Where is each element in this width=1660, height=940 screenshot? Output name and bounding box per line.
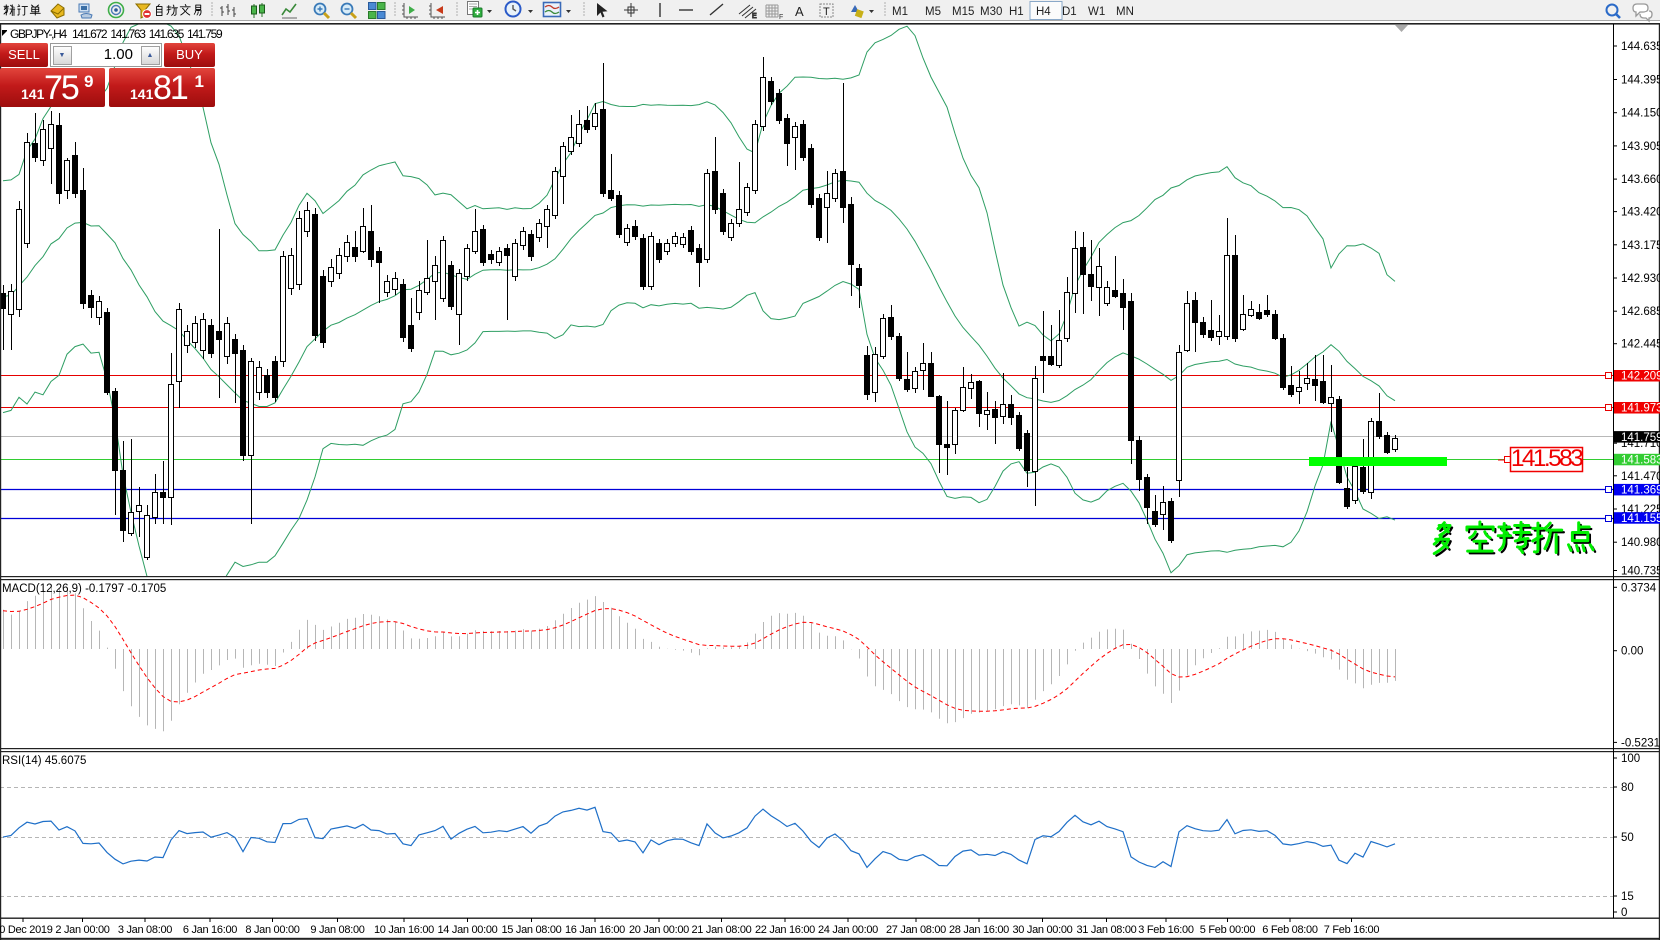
svg-text:W1: W1 xyxy=(1088,6,1105,18)
svg-text:142.930: 142.930 xyxy=(1621,273,1660,285)
svg-text:15: 15 xyxy=(1621,891,1634,903)
svg-text:MN: MN xyxy=(1116,6,1134,18)
svg-text:140.735: 140.735 xyxy=(1621,566,1660,578)
svg-text:80: 80 xyxy=(1621,782,1634,794)
svg-text:141.155: 141.155 xyxy=(1621,513,1660,525)
svg-text:9 Jan 08:00: 9 Jan 08:00 xyxy=(310,924,364,936)
svg-text:142.209: 142.209 xyxy=(1621,371,1660,383)
svg-text:2 Jan 00:00: 2 Jan 00:00 xyxy=(55,924,109,936)
svg-text:30 Jan 00:00: 30 Jan 00:00 xyxy=(1012,924,1072,936)
svg-text:14 Jan 00:00: 14 Jan 00:00 xyxy=(437,924,497,936)
svg-text:5 Feb 00:00: 5 Feb 00:00 xyxy=(1200,924,1256,936)
svg-text:3 Jan 08:00: 3 Jan 08:00 xyxy=(118,924,172,936)
svg-text:6 Jan 16:00: 6 Jan 16:00 xyxy=(183,924,237,936)
svg-text:D1: D1 xyxy=(1062,6,1077,18)
svg-text:27 Jan 08:00: 27 Jan 08:00 xyxy=(886,924,946,936)
svg-text:16 Jan 16:00: 16 Jan 16:00 xyxy=(565,924,625,936)
svg-text:141.759: 141.759 xyxy=(1621,432,1660,444)
svg-text:100: 100 xyxy=(1621,753,1640,765)
svg-text:24 Jan 00:00: 24 Jan 00:00 xyxy=(818,924,878,936)
svg-text:8 Jan 00:00: 8 Jan 00:00 xyxy=(245,924,299,936)
svg-text:M30: M30 xyxy=(980,6,1002,18)
svg-text:141.369: 141.369 xyxy=(1621,485,1660,497)
svg-text:142.445: 142.445 xyxy=(1621,339,1660,351)
svg-text:20 Jan 00:00: 20 Jan 00:00 xyxy=(629,924,689,936)
svg-text:31 Jan 08:00: 31 Jan 08:00 xyxy=(1076,924,1136,936)
svg-text:10 Jan 16:00: 10 Jan 16:00 xyxy=(374,924,434,936)
svg-text:M1: M1 xyxy=(892,6,908,18)
svg-text:144.150: 144.150 xyxy=(1621,108,1660,120)
svg-text:142.685: 142.685 xyxy=(1621,306,1660,318)
svg-text:F: F xyxy=(779,14,783,21)
svg-text:MACD(12,26,9) -0.1797 -0.1705: MACD(12,26,9) -0.1797 -0.1705 xyxy=(2,583,166,595)
svg-text:144.635: 144.635 xyxy=(1621,41,1660,53)
svg-text:6 Feb 08:00: 6 Feb 08:00 xyxy=(1262,924,1318,936)
svg-text:A: A xyxy=(795,4,804,19)
svg-text:M5: M5 xyxy=(925,6,941,18)
svg-text:143.905: 143.905 xyxy=(1621,141,1660,153)
svg-text:143.175: 143.175 xyxy=(1621,240,1660,252)
svg-text:30 Dec 2019: 30 Dec 2019 xyxy=(0,924,53,936)
svg-text:RSI(14) 45.6075: RSI(14) 45.6075 xyxy=(2,755,86,767)
svg-text:H1: H1 xyxy=(1009,6,1024,18)
svg-text:T: T xyxy=(823,6,830,18)
svg-text:21 Jan 08:00: 21 Jan 08:00 xyxy=(691,924,751,936)
svg-text:3 Feb 16:00: 3 Feb 16:00 xyxy=(1138,924,1194,936)
svg-text:141.583: 141.583 xyxy=(1511,445,1583,472)
svg-text:0.3734: 0.3734 xyxy=(1621,582,1657,594)
svg-text:141.973: 141.973 xyxy=(1621,403,1660,415)
svg-text:140.980: 140.980 xyxy=(1621,537,1660,549)
svg-text:141.470: 141.470 xyxy=(1621,471,1660,483)
svg-text:7 Feb 16:00: 7 Feb 16:00 xyxy=(1324,924,1380,936)
svg-text:143.660: 143.660 xyxy=(1621,174,1660,186)
svg-text:143.420: 143.420 xyxy=(1621,207,1660,219)
svg-text:50: 50 xyxy=(1621,832,1634,844)
svg-text:144.395: 144.395 xyxy=(1621,75,1660,87)
svg-text:0: 0 xyxy=(1621,907,1627,919)
svg-text:28 Jan 16:00: 28 Jan 16:00 xyxy=(949,924,1009,936)
svg-text:15 Jan 08:00: 15 Jan 08:00 xyxy=(501,924,561,936)
svg-text:E: E xyxy=(752,13,757,20)
svg-text:22 Jan 16:00: 22 Jan 16:00 xyxy=(755,924,815,936)
svg-text:0.00: 0.00 xyxy=(1621,646,1643,658)
svg-text:141.583: 141.583 xyxy=(1621,455,1660,467)
svg-text:-0.5231: -0.5231 xyxy=(1621,737,1660,749)
svg-text:M15: M15 xyxy=(952,6,974,18)
svg-text:H4: H4 xyxy=(1036,6,1051,18)
